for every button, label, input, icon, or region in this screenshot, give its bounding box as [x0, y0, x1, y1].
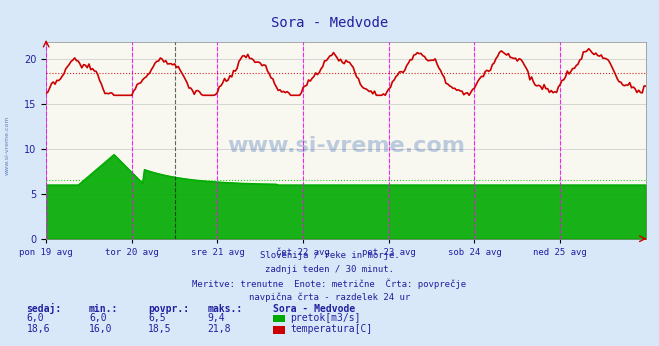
Text: Sora - Medvode: Sora - Medvode: [273, 304, 356, 314]
Text: 18,5: 18,5: [148, 324, 172, 334]
Text: 6,0: 6,0: [89, 313, 107, 323]
Text: www.si-vreme.com: www.si-vreme.com: [227, 136, 465, 156]
Text: maks.:: maks.:: [208, 304, 243, 314]
Text: Meritve: trenutne  Enote: metrične  Črta: povprečje: Meritve: trenutne Enote: metrične Črta: …: [192, 279, 467, 289]
Text: 18,6: 18,6: [26, 324, 50, 334]
Text: sedaj:: sedaj:: [26, 303, 61, 314]
Text: Sora - Medvode: Sora - Medvode: [271, 16, 388, 29]
Text: 6,0: 6,0: [26, 313, 44, 323]
Text: min.:: min.:: [89, 304, 119, 314]
Text: 6,5: 6,5: [148, 313, 166, 323]
Text: www.si-vreme.com: www.si-vreme.com: [5, 116, 10, 175]
Text: temperatura[C]: temperatura[C]: [291, 324, 373, 334]
Text: 9,4: 9,4: [208, 313, 225, 323]
Text: zadnji teden / 30 minut.: zadnji teden / 30 minut.: [265, 265, 394, 274]
Text: Slovenija / reke in morje.: Slovenija / reke in morje.: [260, 251, 399, 260]
Text: povpr.:: povpr.:: [148, 304, 189, 314]
Text: 16,0: 16,0: [89, 324, 113, 334]
Text: 21,8: 21,8: [208, 324, 231, 334]
Text: pretok[m3/s]: pretok[m3/s]: [291, 313, 361, 323]
Text: navpična črta - razdelek 24 ur: navpična črta - razdelek 24 ur: [249, 292, 410, 302]
